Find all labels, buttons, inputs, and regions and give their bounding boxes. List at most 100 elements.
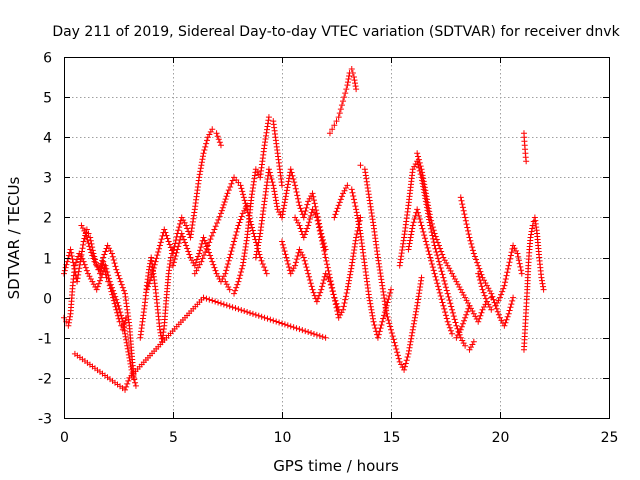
data-point-trail (502, 279, 509, 286)
data-point-trail (344, 79, 351, 86)
data-point-trail (98, 260, 105, 267)
data-point (287, 270, 294, 277)
data-point (300, 254, 307, 261)
data-point-trail (207, 128, 214, 135)
y-tick-label: 5 (43, 91, 52, 107)
data-point (71, 262, 78, 269)
data-point-trail (146, 263, 153, 270)
data-point-trail (120, 324, 127, 331)
data-point-trail (276, 319, 283, 326)
data-point-trail (316, 224, 323, 231)
data-point-trail (485, 285, 492, 292)
data-point-trail (215, 216, 222, 223)
data-point-trail (415, 212, 422, 219)
data-point (418, 166, 425, 173)
data-point-trail (429, 224, 436, 231)
data-point (148, 274, 155, 281)
data-point (115, 302, 122, 309)
data-point (213, 270, 220, 277)
data-point-trail (446, 297, 453, 304)
data-point-trail (424, 244, 431, 251)
data-point-trail (493, 305, 500, 312)
data-point-trail (209, 297, 216, 304)
data-point-trail (271, 191, 278, 198)
data-point-trail (281, 248, 288, 255)
data-point-trail (368, 309, 375, 316)
data-point (510, 294, 517, 301)
data-point-trail (255, 242, 262, 249)
data-point-trail (447, 300, 454, 307)
data-point-trail (428, 257, 435, 264)
data-point-trail (428, 260, 435, 267)
data-point-trail (219, 275, 226, 282)
data-point-trail (463, 311, 470, 318)
data-point-trail (105, 272, 112, 279)
data-point-trail (258, 313, 265, 320)
data-point-trail (65, 319, 72, 326)
data-point (122, 386, 129, 393)
data-point-trail (253, 251, 260, 258)
data-point-trail (334, 308, 341, 315)
data-point-trail (111, 260, 118, 267)
data-point-trail (478, 283, 485, 290)
data-point-trail (461, 211, 468, 218)
data-point-trail (465, 231, 472, 238)
data-point-trail (390, 336, 397, 343)
series-track-09 (252, 166, 329, 261)
data-point-trail (346, 73, 353, 80)
data-point-trail (438, 248, 445, 255)
data-point-trail (539, 280, 546, 287)
data-point-trail (500, 285, 507, 292)
data-point-trail (421, 184, 428, 191)
data-point-trail (409, 225, 416, 232)
data-point-trail (477, 312, 484, 319)
data-point (331, 214, 338, 221)
data-point-trail (176, 220, 183, 227)
data-point-trail (330, 291, 337, 298)
data-point-trail (296, 326, 303, 333)
data-point-trail (507, 252, 514, 259)
data-point (529, 222, 536, 229)
data-point (435, 286, 442, 293)
data-point-trail (416, 216, 423, 223)
data-point-trail (502, 319, 509, 326)
data-point (466, 346, 473, 353)
data-point-trail (106, 245, 113, 252)
data-point (353, 206, 360, 213)
data-point-trail (402, 360, 409, 367)
data-point (191, 270, 198, 277)
data-point (209, 258, 216, 265)
data-point-trail (293, 256, 300, 263)
data-point-trail (354, 212, 361, 219)
data-point-trail (123, 336, 130, 343)
data-point-trail (439, 271, 446, 278)
data-point (335, 202, 342, 209)
data-point-trail (172, 252, 179, 259)
data-point (344, 286, 351, 293)
data-point-trail (447, 327, 454, 334)
data-point-trail (282, 193, 289, 200)
data-point-trail (154, 252, 161, 259)
data-point-trail (419, 172, 426, 179)
data-point-trail (338, 102, 345, 109)
data-point (518, 270, 525, 277)
data-point-trail (289, 172, 296, 179)
data-point-trail (372, 325, 379, 332)
data-point-trail (231, 235, 238, 242)
data-point (329, 126, 336, 133)
data-point-trail (319, 280, 326, 287)
data-point-trail (413, 308, 420, 315)
data-point-trail (212, 223, 219, 230)
data-point-trail (406, 344, 413, 351)
data-point-trail (86, 243, 93, 250)
data-point-trail (401, 363, 408, 370)
data-point-trail (308, 283, 315, 290)
data-point-trail (389, 333, 396, 340)
data-point-trail (434, 252, 441, 259)
data-point-trail (413, 305, 420, 312)
data-point-trail (394, 352, 401, 359)
data-point-trail (451, 316, 458, 323)
data-point-trail (417, 163, 424, 170)
data-point (67, 246, 74, 253)
y-tick-label: 3 (43, 171, 52, 187)
